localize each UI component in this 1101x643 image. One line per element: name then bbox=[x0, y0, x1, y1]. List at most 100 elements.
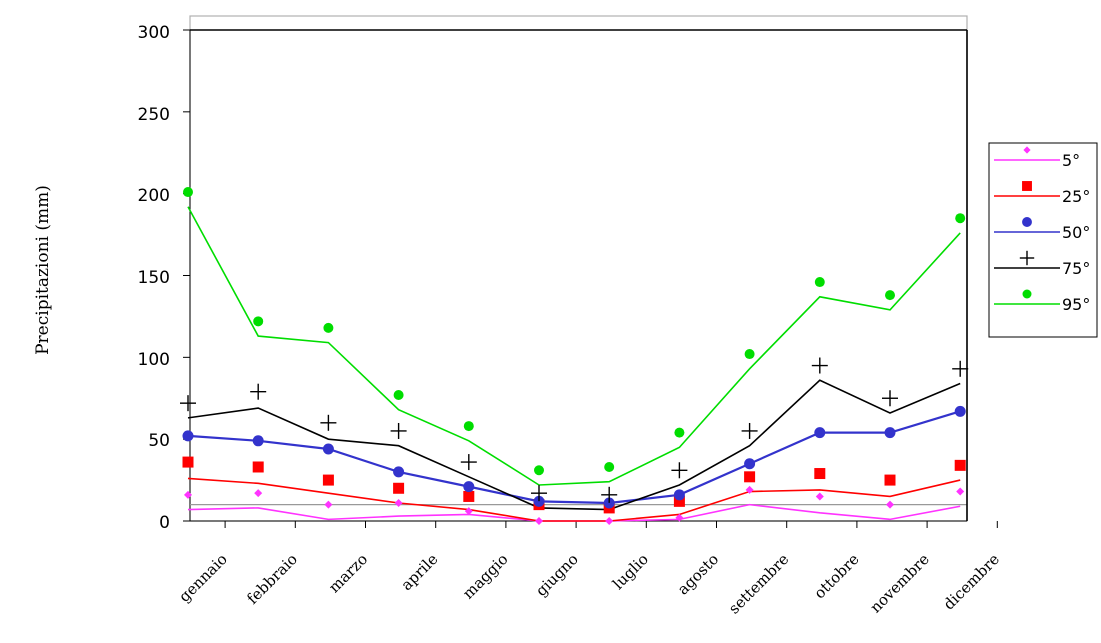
legend-marker bbox=[1022, 181, 1032, 191]
legend-marker bbox=[1022, 289, 1032, 299]
data-point bbox=[252, 435, 264, 447]
series-lines bbox=[187, 206, 961, 522]
data-point bbox=[604, 461, 615, 472]
x-tick-label: ottobre bbox=[810, 550, 862, 602]
x-tick-label: febbraio bbox=[243, 550, 301, 608]
data-point bbox=[322, 443, 334, 455]
x-tick-labels: gennaio febbraio marzo aprile maggio giugno lu… bbox=[175, 550, 1003, 618]
data-point bbox=[814, 277, 825, 288]
data-point bbox=[741, 422, 758, 439]
data-point bbox=[533, 495, 545, 507]
legend-marker bbox=[1022, 217, 1032, 227]
y-tick-label: 200 bbox=[138, 186, 170, 206]
x-tick-label: novembre bbox=[866, 550, 932, 616]
data-point bbox=[463, 481, 475, 493]
x-tick-marks bbox=[224, 521, 998, 528]
reference-lines bbox=[190, 29, 968, 521]
data-point bbox=[674, 427, 685, 438]
data-point bbox=[954, 405, 966, 417]
x-tick-label: agosto bbox=[674, 550, 722, 598]
data-point bbox=[182, 430, 194, 442]
series-line bbox=[187, 477, 961, 522]
data-point bbox=[324, 500, 333, 509]
data-point bbox=[393, 482, 405, 494]
data-point bbox=[744, 458, 756, 470]
data-point bbox=[322, 474, 334, 486]
data-point bbox=[744, 471, 756, 483]
data-point bbox=[744, 349, 755, 360]
data-point bbox=[605, 517, 614, 525]
data-point bbox=[182, 456, 194, 468]
legend-label: 25° bbox=[1062, 187, 1090, 206]
x-tick-label: luglio bbox=[609, 550, 652, 593]
y-tick-label: 50 bbox=[148, 431, 170, 451]
y-tick-label: 150 bbox=[138, 268, 170, 288]
legend-items: 5° 25° 50° 75° 95° bbox=[994, 146, 1090, 314]
data-point bbox=[184, 490, 192, 499]
series-line bbox=[187, 410, 961, 505]
data-point bbox=[814, 468, 826, 480]
y-axis: 0 50 100 150 200 250 300 bbox=[138, 23, 191, 533]
x-axis: gennaio febbraio marzo aprile maggio giugno lu… bbox=[175, 520, 1003, 618]
data-point bbox=[183, 187, 193, 198]
x-tick-label: aprile bbox=[397, 550, 441, 594]
data-point bbox=[956, 487, 965, 496]
data-point bbox=[675, 513, 684, 522]
data-point bbox=[390, 422, 407, 439]
data-point bbox=[745, 485, 754, 494]
data-point bbox=[815, 492, 824, 501]
legend-label: 75° bbox=[1062, 259, 1090, 278]
y-tick-label: 100 bbox=[138, 350, 170, 370]
data-point bbox=[320, 414, 337, 431]
data-point bbox=[463, 490, 475, 502]
legend: 5° 25° 50° 75° 95° bbox=[988, 142, 1098, 338]
data-point bbox=[535, 517, 543, 525]
data-point bbox=[954, 459, 966, 471]
data-point bbox=[252, 461, 264, 473]
plot-frame bbox=[189, 15, 968, 522]
data-point bbox=[534, 465, 544, 476]
x-tick-label: dicembre bbox=[940, 550, 1003, 613]
x-tick-label: marzo bbox=[325, 550, 371, 596]
x-tick-label: giugno bbox=[532, 550, 582, 600]
legend-label: 5° bbox=[1062, 151, 1080, 170]
data-point bbox=[603, 497, 615, 509]
legend-label: 50° bbox=[1062, 223, 1090, 242]
data-point bbox=[885, 290, 895, 301]
legend-label: 95° bbox=[1062, 295, 1090, 314]
data-point bbox=[671, 462, 688, 479]
data-point bbox=[250, 383, 267, 400]
data-point bbox=[814, 427, 826, 439]
y-tick-marks bbox=[183, 29, 190, 522]
series-markers bbox=[180, 187, 969, 525]
data-point bbox=[464, 507, 473, 516]
data-point bbox=[673, 489, 685, 501]
series-line bbox=[187, 379, 961, 511]
data-point bbox=[884, 427, 896, 439]
data-point bbox=[180, 395, 196, 412]
x-tick-label: gennaio bbox=[175, 550, 231, 606]
data-point bbox=[394, 498, 403, 507]
data-point bbox=[601, 486, 618, 503]
series-line bbox=[187, 206, 961, 486]
y-tick-label: 250 bbox=[138, 105, 170, 125]
data-point bbox=[254, 489, 263, 498]
legend-marker bbox=[1019, 250, 1035, 266]
legend-marker bbox=[1023, 146, 1031, 154]
data-point bbox=[811, 357, 828, 374]
data-point bbox=[882, 390, 898, 407]
data-point bbox=[952, 360, 969, 377]
data-point bbox=[886, 500, 894, 509]
data-point bbox=[253, 316, 264, 327]
x-tick-label: settembre bbox=[725, 550, 793, 618]
y-tick-label: 300 bbox=[138, 23, 170, 43]
y-axis-label: Precipitazioni (mm) bbox=[33, 185, 53, 355]
x-tick-label: maggio bbox=[459, 550, 511, 602]
data-point bbox=[393, 466, 405, 478]
data-point bbox=[531, 485, 547, 502]
data-point bbox=[673, 495, 685, 507]
data-point bbox=[460, 454, 477, 471]
y-tick-label: 0 bbox=[159, 513, 170, 533]
data-point bbox=[884, 474, 896, 486]
